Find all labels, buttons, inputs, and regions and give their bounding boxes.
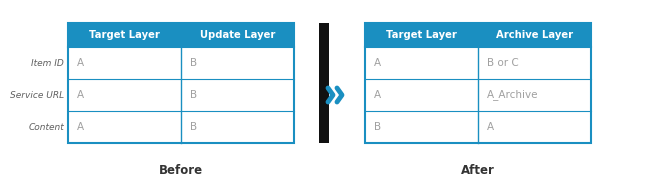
Bar <box>68 23 294 47</box>
Bar <box>478 47 591 79</box>
Text: B: B <box>190 58 197 68</box>
Text: Target Layer: Target Layer <box>89 30 160 40</box>
Bar <box>365 23 591 47</box>
Text: A: A <box>77 90 84 100</box>
Text: Archive Layer: Archive Layer <box>496 30 573 40</box>
Bar <box>365 79 478 111</box>
Bar <box>478 79 591 111</box>
Text: A: A <box>77 58 84 68</box>
Text: Update Layer: Update Layer <box>200 30 275 40</box>
Text: Content: Content <box>28 123 64 132</box>
Text: Target Layer: Target Layer <box>386 30 457 40</box>
Text: A_Archive: A_Archive <box>487 90 538 100</box>
Bar <box>365 23 591 143</box>
Bar <box>365 47 478 79</box>
Text: Service URL: Service URL <box>10 90 64 100</box>
Text: A: A <box>374 90 381 100</box>
Text: After: After <box>461 165 495 178</box>
Text: Before: Before <box>159 165 203 178</box>
Bar <box>68 79 181 111</box>
Text: B: B <box>190 90 197 100</box>
Bar <box>68 111 181 143</box>
Text: A: A <box>374 58 381 68</box>
Text: B: B <box>190 122 197 132</box>
Bar <box>181 47 294 79</box>
Bar <box>365 111 478 143</box>
Text: A: A <box>487 122 494 132</box>
Text: A: A <box>77 122 84 132</box>
Bar <box>319 23 329 143</box>
Bar <box>478 111 591 143</box>
Bar <box>68 23 294 143</box>
Text: B: B <box>374 122 381 132</box>
Bar <box>68 47 181 79</box>
Text: B or C: B or C <box>487 58 519 68</box>
Bar <box>181 79 294 111</box>
Text: Item ID: Item ID <box>31 58 64 68</box>
Bar <box>181 111 294 143</box>
